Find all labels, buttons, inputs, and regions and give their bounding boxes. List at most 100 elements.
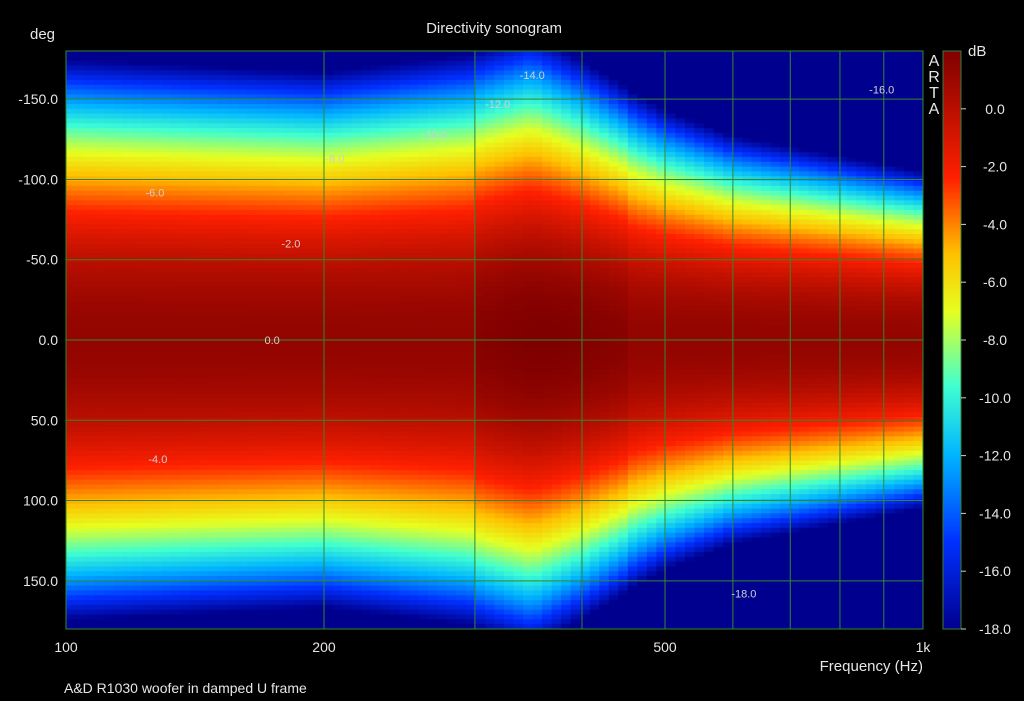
heatmap-cell [285, 291, 296, 298]
heatmap-cell [246, 450, 258, 457]
heatmap-cell [380, 248, 391, 254]
heatmap-cell [427, 152, 438, 158]
heatmap-cell [351, 580, 362, 587]
heatmap-cell [170, 291, 181, 298]
heatmap-cell [351, 176, 362, 182]
heatmap-cell [285, 595, 296, 601]
heatmap-cell [294, 580, 305, 587]
heatmap-cell [351, 364, 362, 370]
heatmap-cell [142, 219, 153, 225]
heatmap-cell [161, 103, 172, 110]
heatmap-cell [418, 604, 429, 611]
heatmap-cell [237, 195, 248, 201]
heatmap-cell [142, 123, 153, 129]
heatmap-cell [418, 547, 429, 553]
heatmap-cell [256, 132, 267, 139]
heatmap-cell [332, 489, 343, 495]
heatmap-cell [246, 214, 258, 221]
heatmap-cell [456, 209, 467, 216]
heatmap-cell [313, 349, 324, 356]
heatmap-cell [285, 315, 296, 322]
heatmap-cell [323, 513, 334, 519]
heatmap-cell [123, 238, 134, 245]
heatmap-cell [170, 123, 181, 129]
heatmap-cell [351, 75, 362, 81]
heatmap-cell [142, 70, 153, 76]
heatmap-cell [189, 359, 200, 365]
heatmap-cell [94, 147, 105, 153]
heatmap-cell [208, 311, 219, 317]
heatmap-cell [294, 219, 305, 225]
heatmap-cell [199, 373, 210, 380]
heatmap-cell [161, 373, 172, 380]
heatmap-cell [418, 412, 429, 418]
heatmap-cell [199, 108, 210, 115]
heatmap-cell [104, 474, 115, 481]
heatmap-cell [199, 604, 210, 611]
heatmap-cell [323, 614, 334, 620]
heatmap-cell [132, 547, 143, 553]
heatmap-cell [456, 383, 467, 389]
heatmap-cell [304, 441, 315, 447]
heatmap-cell [227, 460, 238, 466]
heatmap-cell [265, 55, 277, 62]
heatmap-cell [85, 99, 96, 105]
heatmap-cell [151, 359, 162, 365]
heatmap-cell [399, 272, 410, 278]
heatmap-cell [256, 325, 267, 331]
heatmap-cell [132, 224, 143, 230]
heatmap-cell [399, 604, 410, 611]
heatmap-cell [256, 156, 267, 163]
heatmap-cell [208, 412, 219, 418]
heatmap-cell [437, 547, 448, 553]
heatmap-cell [113, 595, 124, 601]
heatmap-cell [456, 94, 467, 100]
heatmap-cell [237, 373, 248, 380]
heatmap-cell [361, 455, 372, 462]
heatmap-cell [237, 166, 248, 173]
heatmap-cell [313, 359, 324, 365]
heatmap-cell [208, 132, 219, 139]
heatmap-cell [66, 600, 77, 606]
heatmap-cell [189, 489, 200, 495]
heatmap-cell [389, 152, 400, 158]
heatmap-cell [123, 171, 134, 177]
heatmap-cell [427, 185, 438, 192]
heatmap-cell [380, 277, 391, 283]
heatmap-cell [256, 258, 267, 264]
heatmap-cell [370, 359, 381, 365]
heatmap-cell [446, 474, 458, 481]
heatmap-cell [446, 147, 458, 153]
heatmap-cell [75, 214, 86, 221]
heatmap-cell [246, 426, 258, 433]
heatmap-cell [332, 566, 343, 572]
heatmap-cell [227, 340, 238, 346]
heatmap-cell [123, 566, 134, 572]
heatmap-cell [332, 402, 343, 409]
heatmap-cell [437, 272, 448, 278]
heatmap-cell [370, 152, 381, 158]
heatmap-cell [208, 609, 219, 616]
heatmap-cell [256, 359, 267, 365]
heatmap-cell [389, 185, 400, 192]
heatmap-cell [85, 368, 96, 375]
heatmap-cell [132, 537, 143, 543]
heatmap-cell [418, 600, 429, 606]
heatmap-cell [256, 445, 267, 452]
heatmap-cell [399, 484, 410, 490]
heatmap-cell [256, 484, 267, 490]
heatmap-cell [351, 609, 362, 616]
heatmap-cell [237, 402, 248, 409]
heatmap-cell [418, 118, 429, 124]
heatmap-cell [142, 494, 153, 500]
heatmap-cell [94, 585, 105, 592]
heatmap-cell [275, 219, 286, 225]
heatmap-cell [437, 441, 448, 447]
heatmap-cell [104, 551, 115, 558]
heatmap-cell [113, 185, 124, 192]
heatmap-cell [265, 609, 277, 616]
heatmap-cell [142, 258, 153, 264]
heatmap-cell [408, 306, 419, 312]
heatmap-cell [170, 238, 181, 245]
heatmap-cell [380, 137, 391, 144]
